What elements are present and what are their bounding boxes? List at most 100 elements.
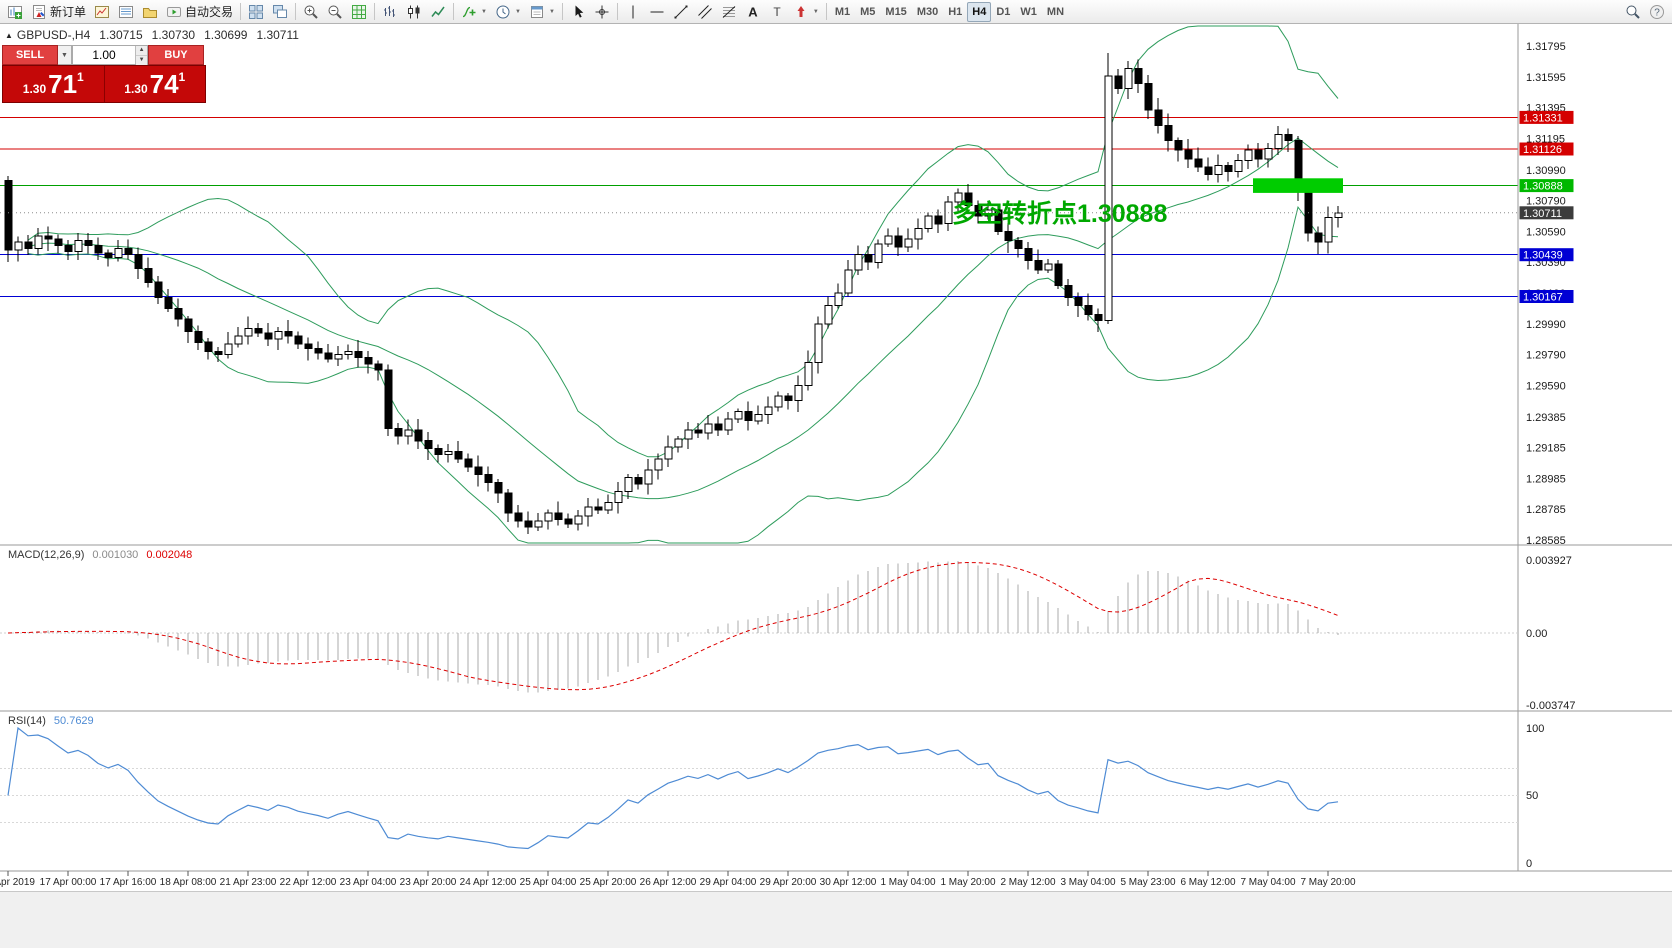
trendline-icon: [674, 5, 688, 18]
svg-text:50: 50: [1526, 790, 1538, 802]
order-type-dropdown[interactable]: ▼: [58, 45, 72, 65]
autotrading-button[interactable]: 自动交易: [162, 1, 237, 22]
new-chart-icon: [8, 5, 22, 19]
timeframe-mn-button[interactable]: MN: [1042, 2, 1069, 22]
zoom-out-button[interactable]: [323, 1, 347, 22]
buy-button[interactable]: BUY: [148, 45, 204, 65]
bar-high-value: 1.30730: [151, 28, 196, 42]
trendline-button[interactable]: [669, 1, 693, 22]
fibonacci-button[interactable]: [717, 1, 741, 22]
navigator-icon: [143, 7, 158, 18]
volume-up-button[interactable]: ▲: [136, 46, 147, 56]
search-icon: [1626, 5, 1640, 19]
toolbar-separator: [374, 3, 376, 20]
new-order-icon: [33, 4, 45, 19]
timeframe-h1-button[interactable]: H1: [943, 2, 967, 22]
toolbar-separator: [561, 3, 563, 20]
timeframe-h4-button[interactable]: H4: [967, 1, 992, 22]
line-chart-button[interactable]: [426, 1, 450, 22]
indicators-button[interactable]: ▼: [457, 1, 491, 22]
tile-windows-button[interactable]: [244, 1, 268, 22]
horizontal-line-button[interactable]: [645, 1, 669, 22]
vertical-line-button[interactable]: [621, 1, 645, 22]
svg-text:?: ?: [1654, 7, 1660, 18]
timeframe-m15-button[interactable]: M15: [880, 2, 911, 22]
navigator-button[interactable]: [138, 1, 162, 22]
time-axis-label: 23 Apr 20:00: [400, 877, 457, 888]
data-window-button[interactable]: [114, 1, 138, 22]
line-chart-icon: [431, 6, 445, 17]
time-axis-label: 21 Apr 23:00: [220, 877, 277, 888]
volume-down-button[interactable]: ▼: [136, 56, 147, 65]
timeframe-w1-button[interactable]: W1: [1015, 2, 1042, 22]
time-axis-label: 17 Apr 00:00: [40, 877, 97, 888]
new-order-button[interactable]: 新订单: [27, 1, 90, 22]
ask-quote[interactable]: 1.30 74 1: [105, 66, 206, 102]
bar-low-value: 1.30699: [204, 28, 248, 42]
time-axis-label: 18 Apr 08:00: [160, 877, 217, 888]
chart-grid-button[interactable]: [347, 1, 371, 22]
svg-text:100: 100: [1526, 723, 1544, 735]
crosshair-icon: [595, 5, 609, 18]
highlight-rectangle[interactable]: [1253, 178, 1343, 193]
crosshair-button[interactable]: [590, 1, 614, 22]
main-toolbar: 新订单 自动交易 ▼ ▼ ▼ A T ▼ M1 M5 M15 M30 H1 H4 D1 W1 MN?: [0, 0, 1672, 24]
data-window-icon: [119, 5, 134, 18]
timeframe-m1-button[interactable]: M1: [830, 2, 855, 22]
price-axis-label: 1.29590: [1526, 380, 1566, 392]
equidistant-channel-button[interactable]: [693, 1, 717, 22]
time-axis-label: 25 Apr 20:00: [580, 877, 637, 888]
price-badges: 1.31331 1.31126 1.30888 1.30711 1.30439 1.301…: [1519, 110, 1574, 304]
timeframe-m5-button[interactable]: M5: [855, 2, 880, 22]
time-axis-label: 26 Apr 12:00: [640, 877, 697, 888]
quote-divider: [103, 66, 105, 102]
periods-button[interactable]: ▼: [491, 1, 525, 22]
svg-text:0.00: 0.00: [1526, 628, 1547, 640]
zoom-in-button[interactable]: [299, 1, 323, 22]
arrows-button[interactable]: ▼: [789, 1, 823, 22]
horizontal-line-objects[interactable]: [0, 116, 1518, 297]
text-label-button[interactable]: T: [765, 1, 789, 22]
cascade-windows-button[interactable]: [268, 1, 292, 22]
symbol-search-button[interactable]: [1621, 1, 1645, 22]
grid-icon: [352, 4, 367, 19]
help-button[interactable]: ?: [1645, 1, 1669, 22]
one-click-collapse-icon[interactable]: ▲: [5, 30, 13, 40]
macd-indicator-label: MACD(12,26,9) 0.001030 0.002048: [8, 549, 192, 561]
price-axis-label: 1.29385: [1526, 412, 1566, 424]
candlestick-chart-button[interactable]: [402, 1, 426, 22]
timeframe-d1-button[interactable]: D1: [991, 2, 1015, 22]
rsi-title: RSI(14): [8, 715, 46, 727]
text-button[interactable]: A: [741, 1, 765, 22]
fibonacci-icon: [722, 5, 736, 18]
templates-button[interactable]: ▼: [525, 1, 559, 22]
bollinger-bands: [27, 25, 1339, 544]
chart-annotation[interactable]: 多空转折点1.30888: [952, 200, 1168, 228]
rsi-value: 50.7629: [53, 715, 94, 727]
cursor-button[interactable]: [566, 1, 590, 22]
bid-pipette: 1: [77, 70, 84, 84]
toolbar-separator: [453, 3, 455, 20]
bid-quote[interactable]: 1.30 71 1: [3, 66, 104, 102]
toolbar-separator: [616, 3, 618, 20]
chart-symbol-period: GBPUSD-,H4: [16, 28, 91, 42]
price-axis-label: 1.28585: [1526, 535, 1566, 547]
market-watch-button[interactable]: [90, 1, 114, 22]
time-axis-label: 1 May 04:00: [880, 877, 935, 888]
sell-button[interactable]: SELL: [2, 45, 58, 65]
bar-chart-button[interactable]: [378, 1, 402, 22]
chart-header: ▲ GBPUSD-,H4 1.30715 1.30730 1.30699 1.3…: [5, 28, 308, 42]
bottom-strip: [0, 891, 1672, 948]
time-axis-label: 5 May 23:00: [1120, 877, 1175, 888]
indicators-icon: [462, 6, 476, 17]
text-label-icon: T: [773, 5, 781, 19]
price-axis-label: 1.30590: [1526, 226, 1566, 238]
new-chart-button[interactable]: [3, 1, 27, 22]
timeframe-m30-button[interactable]: M30: [912, 2, 943, 22]
rsi-levels: [0, 768, 1518, 823]
volume-input[interactable]: [73, 46, 136, 64]
vertical-line-icon: [632, 5, 634, 18]
price-axis-label: 1.30990: [1526, 165, 1566, 177]
